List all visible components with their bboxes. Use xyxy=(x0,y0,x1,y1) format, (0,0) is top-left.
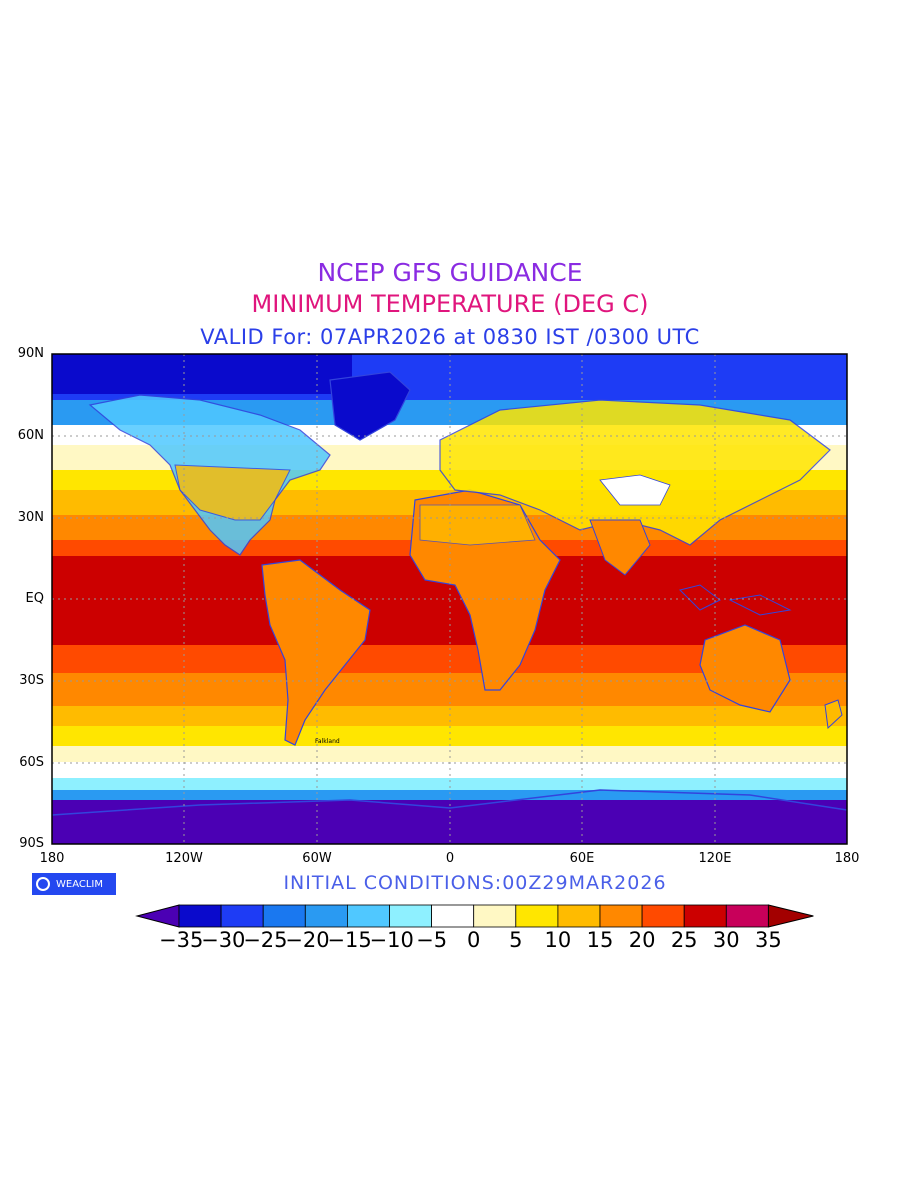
map-frame xyxy=(51,353,848,845)
colorbar-cell xyxy=(389,904,432,928)
lon-label: 60E xyxy=(569,851,595,866)
colorbar-label: 5 xyxy=(509,928,523,952)
colorbar-cell xyxy=(557,904,601,928)
title-main: NCEP GFS GUIDANCE xyxy=(317,258,583,287)
lon-label: 60W xyxy=(302,851,332,866)
place-label: Falkland xyxy=(315,738,340,745)
colorbar-label: −20 xyxy=(285,928,330,952)
colorbar-cell xyxy=(473,904,517,928)
colorbar-label: −35 xyxy=(159,928,204,952)
lat-label: 30S xyxy=(19,673,44,688)
lon-label: 120E xyxy=(698,851,732,866)
colorbar-cell xyxy=(599,904,643,928)
colorbar-over-arrow xyxy=(767,904,814,928)
colorbar-label: −10 xyxy=(369,928,414,952)
colorbar-label: 0 xyxy=(467,928,481,952)
colorbar-label: 25 xyxy=(670,928,698,952)
colorbar-cell xyxy=(683,904,727,928)
colorbar-label: 35 xyxy=(755,928,782,952)
lat-label: 60N xyxy=(17,428,44,443)
colorbar-label: 30 xyxy=(712,928,740,952)
colorbar-label: 10 xyxy=(544,928,572,952)
logo-text: WEACLIM xyxy=(56,878,104,890)
lat-label: 30N xyxy=(17,510,44,525)
colorbar-cell xyxy=(431,904,475,928)
colorbar-under-arrow xyxy=(135,904,180,928)
lat-label: 60S xyxy=(19,755,44,770)
lat-label: EQ xyxy=(25,591,44,606)
title-variable: MINIMUM TEMPERATURE (DEG C) xyxy=(251,290,649,318)
lon-label: 180 xyxy=(39,851,65,866)
lon-label: 0 xyxy=(445,851,455,866)
colorbar-cell xyxy=(346,904,390,928)
colorbar-label: −25 xyxy=(243,928,288,952)
colorbar-label: −30 xyxy=(201,928,246,952)
colorbar-cell xyxy=(641,904,685,928)
weaclim-logo: WEACLIM xyxy=(32,873,116,895)
title-valid-time: VALID For: 07APR2026 at 0830 IST /0300 U… xyxy=(200,325,700,349)
colorbar-label: 15 xyxy=(586,928,614,952)
lon-label: 120W xyxy=(165,851,203,866)
colorbar-cell xyxy=(725,904,769,928)
copyright-icon xyxy=(36,877,50,891)
colorbar-cell xyxy=(178,904,222,928)
initial-conditions: INITIAL CONDITIONS:00Z29MAR2026 xyxy=(283,872,667,894)
colorbar-label: −15 xyxy=(327,928,372,952)
colorbar-cell xyxy=(262,904,306,928)
lon-label: 180 xyxy=(834,851,860,866)
colorbar-label: 20 xyxy=(628,928,656,952)
lat-label: 90N xyxy=(17,346,44,361)
lat-label: 90S xyxy=(19,836,44,851)
gridlines xyxy=(52,354,847,844)
colorbar-cell xyxy=(515,904,559,928)
colorbar-cell xyxy=(304,904,348,928)
colorbar-label: −5 xyxy=(416,928,448,952)
colorbar-cell xyxy=(220,904,264,928)
